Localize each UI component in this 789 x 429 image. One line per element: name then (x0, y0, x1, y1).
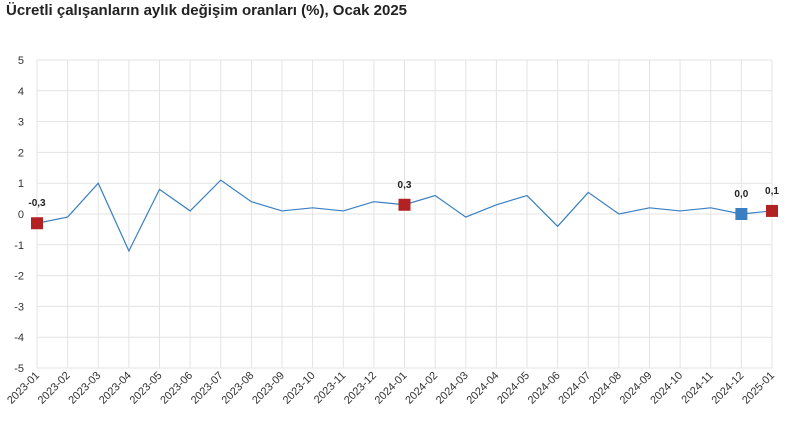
x-tick-label: 2024-10 (648, 370, 685, 407)
x-tick-label: 2025-01 (740, 370, 777, 407)
x-axis: 2023-012023-022023-032023-042023-052023-… (5, 370, 777, 407)
x-tick-label: 2024-02 (403, 370, 440, 407)
y-tick-label: 5 (18, 55, 24, 67)
x-tick-label: 2024-04 (464, 370, 501, 407)
x-tick-label: 2023-01 (5, 370, 42, 407)
x-tick-label: 2024-09 (618, 370, 655, 407)
y-tick-label: -4 (14, 332, 24, 344)
x-tick-label: 2024-08 (587, 370, 624, 407)
y-tick-label: 2 (18, 147, 24, 159)
y-tick-label: -5 (14, 363, 24, 375)
y-tick-label: 1 (18, 178, 24, 190)
data-label: -0,3 (28, 198, 46, 209)
x-tick-label: 2024-11 (679, 370, 715, 406)
y-tick-label: -1 (14, 240, 24, 252)
x-tick-label: 2023-10 (281, 370, 318, 407)
x-tick-label: 2023-06 (158, 370, 195, 407)
x-tick-label: 2023-08 (219, 370, 256, 407)
x-tick-label: 2023-11 (312, 370, 348, 406)
x-tick-label: 2024-06 (526, 370, 563, 407)
y-axis: 5 4 3 2 1 0 -1 -2 -3 -4 -5 (14, 55, 24, 375)
data-point-marker (31, 217, 43, 230)
x-tick-label: 2023-02 (36, 370, 73, 407)
x-tick-label: 2024-01 (373, 370, 410, 407)
x-tick-label: 2023-09 (250, 370, 287, 407)
y-tick-label: 3 (18, 117, 24, 129)
x-tick-label: 2023-07 (189, 370, 226, 407)
x-tick-label: 2023-04 (97, 370, 134, 407)
data-point-marker (766, 204, 778, 217)
x-tick-label: 2024-12 (709, 370, 746, 407)
data-point-marker (398, 198, 411, 211)
y-tick-label: -3 (14, 301, 24, 313)
data-point-marker (735, 208, 748, 220)
data-label: 0,0 (734, 189, 748, 200)
highlight-markers: -0,3 0,3 0,0 0,1 (28, 180, 779, 230)
x-tick-label: 2024-05 (495, 370, 532, 407)
x-tick-label: 2023-03 (66, 370, 103, 407)
y-tick-label: 4 (18, 86, 24, 98)
x-tick-label: 2023-12 (342, 370, 379, 407)
data-label: 0,3 (398, 180, 412, 191)
x-tick-label: 2024-07 (556, 370, 593, 407)
grid-lines (36, 59, 773, 369)
y-tick-label: -2 (14, 271, 24, 283)
data-label: 0,1 (765, 186, 779, 197)
x-tick-label: 2024-03 (434, 370, 471, 407)
chart-title: Ücretli çalışanların aylık değişim oranl… (6, 2, 408, 19)
y-tick-label: 0 (18, 209, 24, 221)
x-tick-label: 2023-05 (128, 370, 165, 407)
